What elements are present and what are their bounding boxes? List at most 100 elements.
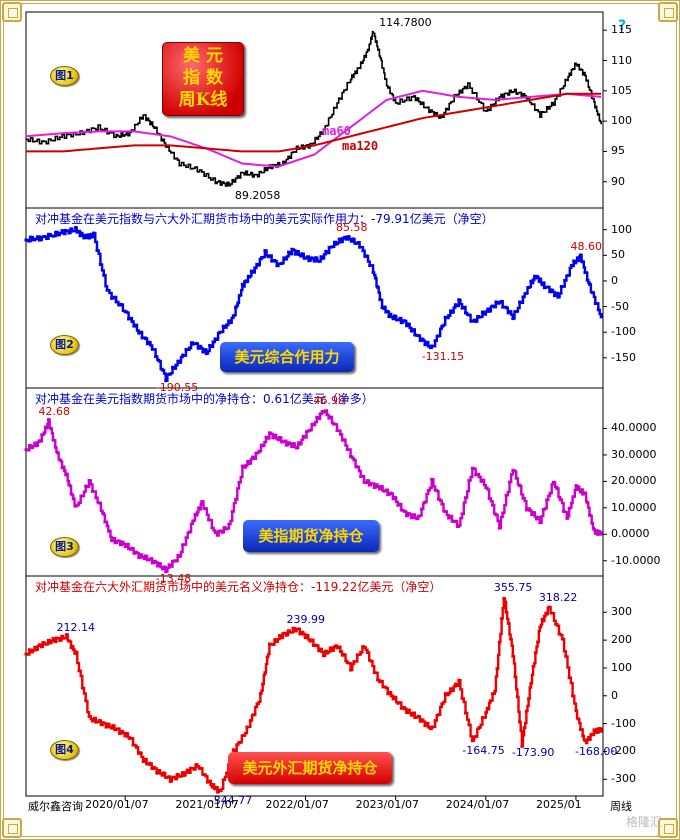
series-point [474, 319, 478, 323]
series-point [474, 734, 478, 738]
series-point [305, 633, 309, 637]
watermark: 格隆汇 [626, 815, 663, 829]
data-annotation: 46.99 [313, 393, 346, 407]
corner-ornament [2, 2, 22, 22]
series-point [67, 483, 71, 487]
series-point [501, 305, 505, 309]
series-point [558, 497, 562, 501]
series-point [308, 639, 312, 643]
series-point [433, 719, 437, 723]
series-point [240, 282, 244, 286]
series-point [443, 315, 447, 319]
series-point [160, 567, 164, 571]
series-point [565, 516, 569, 520]
y-tick-label: 100 [611, 222, 632, 236]
series-point [56, 233, 60, 237]
series-point [245, 725, 249, 729]
series-point [290, 247, 294, 251]
series-point [494, 513, 498, 517]
series-point [494, 300, 498, 304]
series-point [228, 321, 232, 325]
series-point [464, 711, 468, 715]
series-point [201, 350, 205, 354]
series-point [231, 748, 235, 752]
series-point [457, 298, 461, 302]
data-annotation: 355.75 [493, 580, 533, 594]
series-point [200, 500, 204, 504]
series-point [164, 570, 168, 574]
series-point [578, 490, 582, 494]
series-point [342, 653, 346, 657]
series-point [266, 255, 270, 259]
series-point [267, 431, 271, 435]
series-point [67, 231, 71, 235]
series-point [137, 331, 141, 335]
series-point [174, 363, 178, 367]
series-point [518, 720, 522, 724]
series-point [509, 637, 513, 641]
corner-ornament [658, 2, 678, 22]
series-point [303, 256, 307, 260]
series-point [372, 671, 376, 675]
series-point [531, 511, 535, 515]
series-point [355, 653, 359, 657]
series-point [583, 270, 587, 274]
ma120-label: ma120 [342, 139, 379, 153]
series-point [531, 664, 535, 668]
series-point [123, 545, 127, 549]
series-point [185, 768, 189, 772]
data-annotation: -13.48 [155, 571, 192, 585]
panel4-title: 对冲基金在六大外汇期货市场中的美元名义净持仓：-119.22亿美元（净空） [35, 580, 442, 594]
series-point [104, 725, 108, 729]
series-point [27, 648, 31, 652]
series-point [202, 773, 206, 777]
series-point [574, 259, 578, 263]
series-point [127, 547, 131, 551]
series-point [354, 241, 358, 245]
series-point [103, 520, 107, 524]
series-point [531, 278, 535, 282]
series-point [97, 501, 101, 505]
series-point [416, 714, 420, 718]
period-label: 周线 [610, 800, 632, 813]
series-point [470, 466, 474, 470]
series-point [460, 512, 464, 516]
series-point [576, 258, 580, 262]
series-point [328, 415, 332, 419]
y-tick-label: -300 [611, 772, 636, 786]
series-point [549, 288, 553, 292]
series-point [511, 317, 515, 321]
series-point [181, 353, 185, 357]
series-point [325, 413, 329, 417]
series-point [521, 496, 525, 500]
series-point [308, 428, 312, 432]
series-point [293, 252, 297, 256]
series-point [334, 242, 338, 246]
series-point [278, 633, 282, 637]
series-point [320, 256, 324, 260]
series-point [128, 737, 132, 741]
series-point [524, 508, 528, 512]
series-point [513, 675, 517, 679]
series-point [158, 771, 162, 775]
series-point [56, 451, 60, 455]
series-point [447, 314, 451, 318]
series-point [60, 229, 64, 233]
series-point [40, 433, 44, 437]
series-point [457, 678, 461, 682]
series-point [70, 229, 74, 233]
series-point [74, 226, 78, 230]
series-point [389, 315, 393, 319]
series-point [495, 667, 499, 671]
series-point [443, 692, 447, 696]
series-point [137, 556, 141, 560]
series-point [416, 514, 420, 518]
series-point [399, 321, 403, 325]
series-point [227, 522, 231, 526]
series-point [426, 344, 430, 348]
help-icon[interactable]: ? [618, 18, 627, 34]
series-point [58, 638, 62, 642]
series-point [453, 303, 457, 307]
series-point [341, 236, 345, 240]
